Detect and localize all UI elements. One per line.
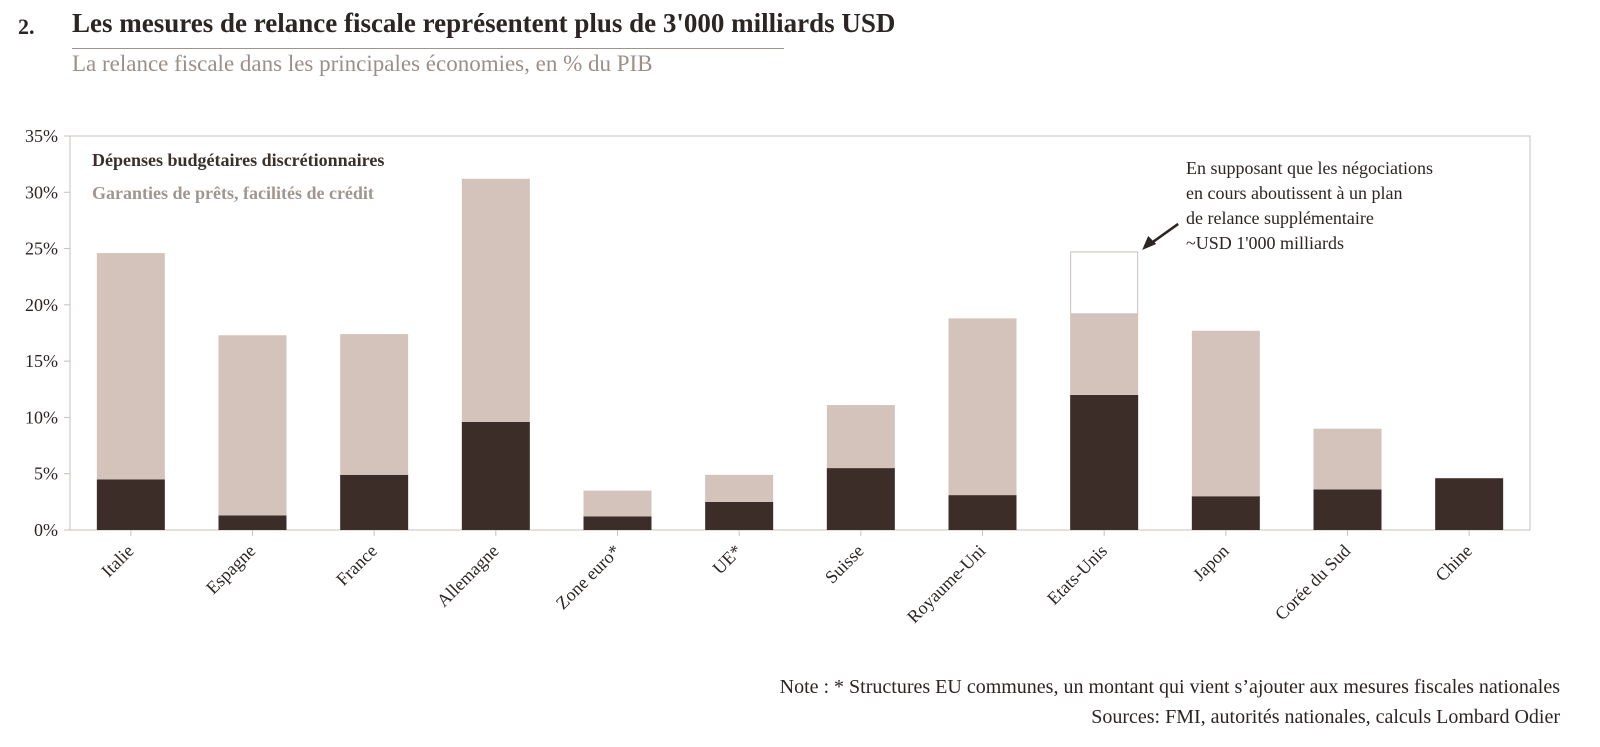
y-tick-label: 25% <box>25 239 58 259</box>
us-annotation: En supposant que les négociations en cou… <box>1186 156 1433 256</box>
chart-title: Les mesures de relance fiscale représent… <box>72 8 896 38</box>
bar-guarantees <box>96 253 165 480</box>
bar-discretionary <box>705 501 774 530</box>
x-category-label: Suisse <box>821 541 868 588</box>
bar-guarantees <box>1191 330 1260 497</box>
bar-discretionary <box>826 468 895 530</box>
legend-discretionary: Dépenses budgétaires discrétionnaires <box>92 150 385 170</box>
plot-frame <box>69 135 1531 531</box>
bar-discretionary <box>218 515 287 530</box>
figure-number: 2. <box>18 14 35 39</box>
x-category-label: Corée du Sud <box>1271 541 1354 624</box>
x-category-label: Italie <box>97 541 137 581</box>
bar-guarantees <box>340 334 409 475</box>
x-category-label: Chine <box>1431 541 1476 586</box>
annotation-line: en cours aboutissent à un plan <box>1186 183 1403 203</box>
sources: Sources: FMI, autorités nationales, calc… <box>1091 706 1560 728</box>
bar-discretionary <box>96 479 165 530</box>
bar-additional-stimulus <box>1070 251 1139 315</box>
x-category-label: Royaume-Uni <box>903 541 989 627</box>
bar-guarantees <box>218 335 287 516</box>
x-category-label: Allemagne <box>433 541 503 611</box>
annotation-line: En supposant que les négociations <box>1186 158 1433 178</box>
y-tick-label: 15% <box>25 351 58 371</box>
bar-guarantees <box>948 318 1017 496</box>
y-tick-label: 5% <box>34 464 58 484</box>
bar-chart: 0% 5% 10% 15% 20% 25% 30% 35% Italie Espagne Franc… <box>25 126 1531 627</box>
bar-discretionary <box>948 495 1017 530</box>
x-category-label: UE* <box>709 541 746 578</box>
annotation-line: de relance supplémentaire <box>1186 208 1374 228</box>
bar-guarantees <box>1070 313 1139 395</box>
x-category-label: Zone euro* <box>552 541 624 613</box>
footnote: Note : * Structures EU communes, un mont… <box>779 676 1560 698</box>
x-category-label: Japon <box>1189 541 1233 585</box>
bar-discretionary <box>583 516 652 530</box>
bar-discretionary <box>340 474 409 530</box>
annotation-arrow-line <box>1149 222 1179 245</box>
y-tick-label: 0% <box>34 520 58 540</box>
y-tick-label: 30% <box>25 182 58 202</box>
annotation-line: ~USD 1'000 milliards <box>1186 233 1344 253</box>
x-category-label: France <box>332 541 381 590</box>
bar-guarantees <box>826 405 895 469</box>
bar-discretionary <box>461 421 530 530</box>
bar-guarantees <box>1313 428 1382 490</box>
bar-guarantees <box>461 178 530 422</box>
legend-guarantees: Garanties de prêts, facilités de crédit <box>92 183 374 203</box>
annotation-arrow-head <box>1142 235 1157 250</box>
y-tick-label: 10% <box>25 407 58 427</box>
chart-subtitle: La relance fiscale dans les principales … <box>72 51 653 76</box>
x-category-label: Etats-Unis <box>1043 541 1111 609</box>
title-divider <box>72 48 784 49</box>
y-tick-label: 20% <box>25 295 58 315</box>
y-tick-label: 35% <box>25 126 58 146</box>
bar-guarantees <box>705 474 774 502</box>
bar-discretionary <box>1435 478 1504 530</box>
bar-discretionary <box>1191 496 1260 530</box>
bar-discretionary <box>1070 394 1139 530</box>
x-category-label: Espagne <box>202 541 259 598</box>
bar-discretionary <box>1313 489 1382 530</box>
bar-guarantees <box>583 490 652 517</box>
